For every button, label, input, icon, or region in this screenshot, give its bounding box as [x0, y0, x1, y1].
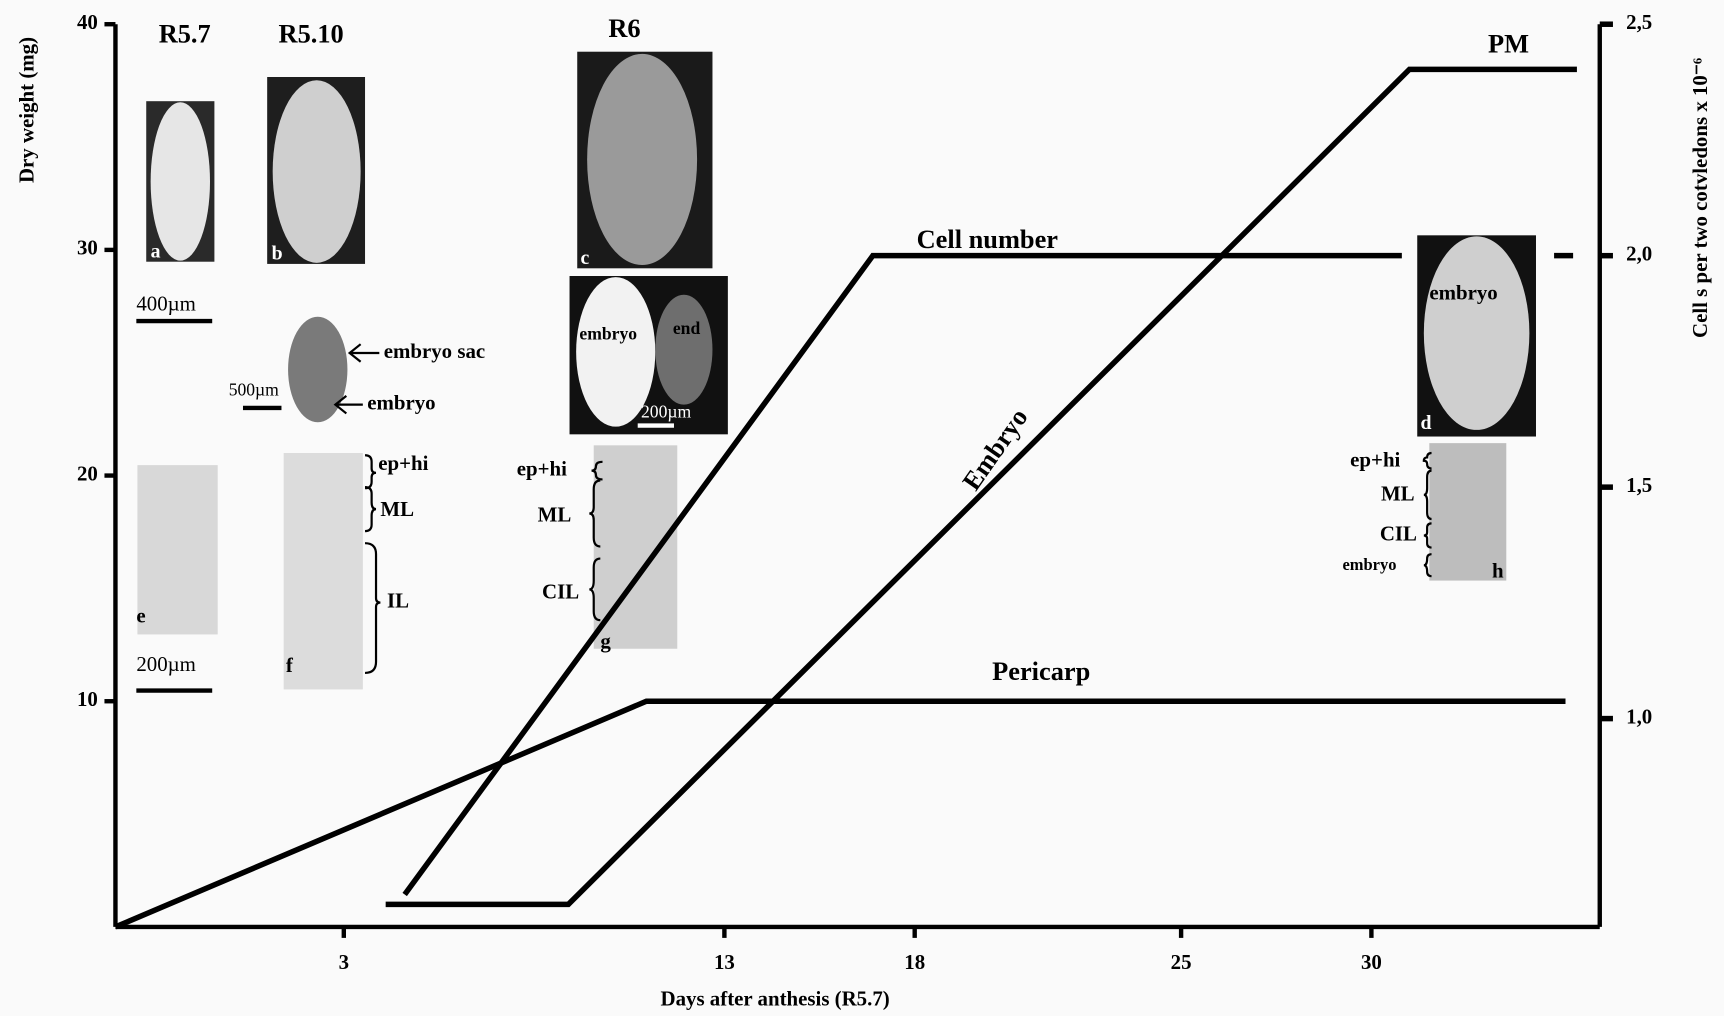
- label: ML: [1381, 482, 1415, 506]
- image-e: [137, 465, 218, 635]
- seed-d: [1423, 236, 1530, 430]
- label: CIL: [1380, 521, 1417, 545]
- x-tick-label: 18: [904, 950, 925, 974]
- micrographs: [137, 51, 1536, 690]
- y-axis-label: Dry weight (mg): [14, 37, 38, 183]
- bracket: [1422, 451, 1432, 470]
- embryo-shape: [576, 277, 656, 427]
- panel-letter: a: [151, 240, 161, 262]
- stage-label: R5.7: [159, 18, 211, 48]
- panel-letter: e: [136, 604, 145, 628]
- arrow: [347, 343, 380, 363]
- bracket: [364, 542, 381, 675]
- pointers: [333, 343, 1432, 675]
- scale-label: 400µm: [136, 291, 196, 315]
- series-label: Cell number: [917, 224, 1059, 254]
- bracket: [364, 454, 377, 490]
- label: embryo sac: [384, 339, 485, 363]
- bracket: [1423, 469, 1432, 521]
- endosperm-shape: [655, 294, 713, 405]
- y-tick-label: 20: [77, 461, 98, 485]
- label: ML: [380, 497, 414, 521]
- stage-label: R6: [608, 13, 640, 43]
- embryo-sac-image: [288, 316, 348, 423]
- label: ep+hi: [1350, 448, 1400, 472]
- series-line: [385, 66, 1577, 908]
- label: ep+hi: [517, 456, 567, 480]
- seed-b: [272, 80, 361, 263]
- y-tick-label: 10: [77, 687, 98, 711]
- image-h: [1429, 443, 1507, 581]
- label: end: [673, 318, 701, 338]
- label: CIL: [542, 580, 579, 604]
- scale-label: 200µm: [136, 652, 196, 676]
- y2-tick-label: 2,0: [1626, 241, 1652, 265]
- x-tick-label: 3: [339, 950, 349, 974]
- image-f: [283, 453, 363, 690]
- y2-axis-label: Cell s per two cotvledons x 10⁻⁶: [1688, 58, 1712, 338]
- label: embryo: [579, 323, 637, 343]
- bracket: [1423, 553, 1432, 578]
- stage-label: R5.10: [279, 18, 344, 48]
- label: embryo: [1429, 280, 1497, 304]
- y2-tick-label: 1,0: [1626, 704, 1652, 728]
- scale-label: 200µm: [641, 401, 691, 421]
- series-line: [114, 698, 1566, 930]
- y-tick-label: 30: [77, 236, 98, 260]
- annotations: a b c d e f g h 400µm 500µm 200µm 200µm …: [136, 240, 1504, 677]
- x-tick-label: 30: [1361, 950, 1382, 974]
- series-label: Pericarp: [992, 656, 1090, 686]
- y2-tick-label: 2,5: [1626, 10, 1652, 34]
- scale-bars: [136, 318, 674, 693]
- x-tick-label: 25: [1171, 950, 1192, 974]
- y2-tick-label: 1,5: [1626, 473, 1652, 497]
- seed-a: [150, 102, 211, 261]
- label: ML: [538, 503, 572, 527]
- panel-letter: d: [1421, 412, 1432, 434]
- x-tick-label: 13: [714, 950, 735, 974]
- series-line: [402, 252, 1574, 897]
- seed-c: [587, 53, 698, 266]
- panel-letter: f: [286, 653, 294, 677]
- bracket: [1423, 522, 1432, 549]
- label: ep+hi: [378, 451, 428, 475]
- y-tick-label: 40: [77, 10, 98, 34]
- panel-letter: b: [272, 243, 283, 265]
- label: embryo: [1342, 555, 1396, 574]
- arrow: [333, 394, 363, 415]
- x-axis-label: Days after anthesis (R5.7): [661, 986, 890, 1010]
- bracket: [591, 460, 603, 481]
- bracket: [589, 479, 601, 548]
- panel-letter: g: [600, 629, 611, 653]
- panel-letter: h: [1492, 559, 1504, 583]
- scale-label: 500µm: [229, 379, 279, 399]
- bracket: [589, 557, 601, 622]
- label: embryo: [367, 390, 435, 414]
- stage-label: PM: [1488, 28, 1529, 58]
- panel-letter: c: [581, 247, 590, 269]
- bracket: [364, 486, 377, 533]
- label: IL: [387, 588, 409, 612]
